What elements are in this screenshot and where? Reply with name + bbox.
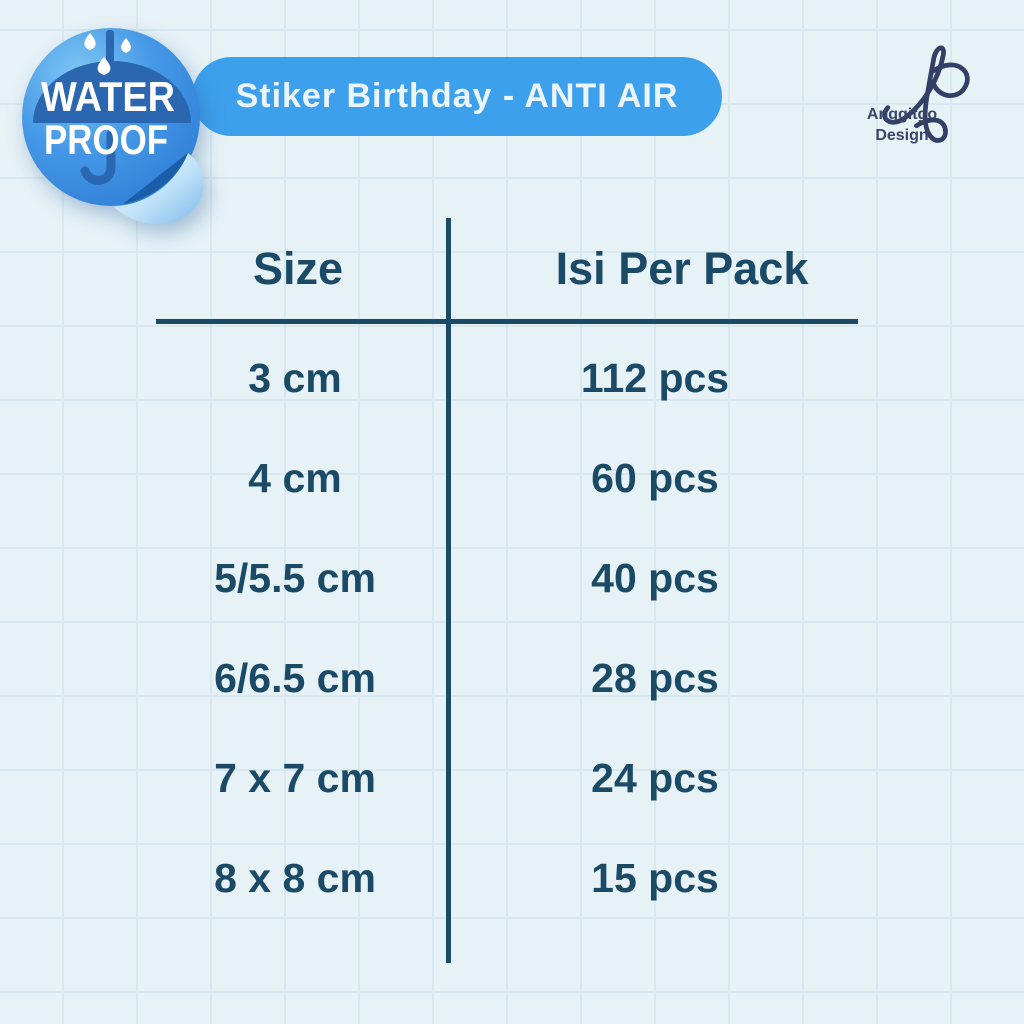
table-row: 3 cm 112 pcs: [0, 328, 1024, 428]
qty-cell: 40 pcs: [591, 555, 719, 601]
badge-line1: WATER: [41, 73, 175, 120]
size-cell: 8 x 8 cm: [214, 855, 376, 901]
qty-cell: 15 pcs: [591, 855, 719, 901]
waterproof-badge: WATER PROOF: [8, 14, 220, 226]
size-cell: 7 x 7 cm: [214, 755, 376, 801]
brand-name: Anggitgo Design: [856, 104, 948, 146]
size-cell: 3 cm: [248, 355, 342, 401]
badge-line2: PROOF: [44, 116, 168, 163]
umbrella-rain-icon: WATER PROOF: [22, 28, 204, 225]
size-cell: 5/5.5 cm: [214, 555, 376, 601]
page-title: Stiker Birthday - ANTI AIR: [235, 77, 679, 115]
qty-cell: 28 pcs: [591, 655, 719, 701]
brand-name-line1: Anggitgo: [866, 106, 938, 123]
brand-logo: Anggitgo Design: [860, 36, 990, 166]
qty-cell: 112 pcs: [580, 355, 730, 401]
size-cell: 6/6.5 cm: [214, 655, 376, 701]
table-header-divider: [156, 319, 858, 324]
size-table: 3 cm 112 pcs 4 cm 60 pcs 5/5.5 cm 40 pcs…: [0, 328, 1024, 928]
size-cell: 4 cm: [248, 455, 342, 501]
table-column-divider: [446, 218, 451, 963]
column-header-size: Size: [252, 243, 344, 294]
table-row: 4 cm 60 pcs: [0, 428, 1024, 528]
qty-cell: 24 pcs: [591, 755, 719, 801]
table-row: 7 x 7 cm 24 pcs: [0, 728, 1024, 828]
table-row: 5/5.5 cm 40 pcs: [0, 528, 1024, 628]
table-row: 8 x 8 cm 15 pcs: [0, 828, 1024, 928]
table-row: 6/6.5 cm 28 pcs: [0, 628, 1024, 728]
brand-name-line2: Design: [875, 127, 929, 144]
title-pill: Stiker Birthday - ANTI AIR: [192, 57, 722, 136]
ap-monogram-icon: [882, 45, 970, 143]
column-header-isi-per-pack: Isi Per Pack: [555, 243, 809, 294]
qty-cell: 60 pcs: [591, 455, 719, 501]
